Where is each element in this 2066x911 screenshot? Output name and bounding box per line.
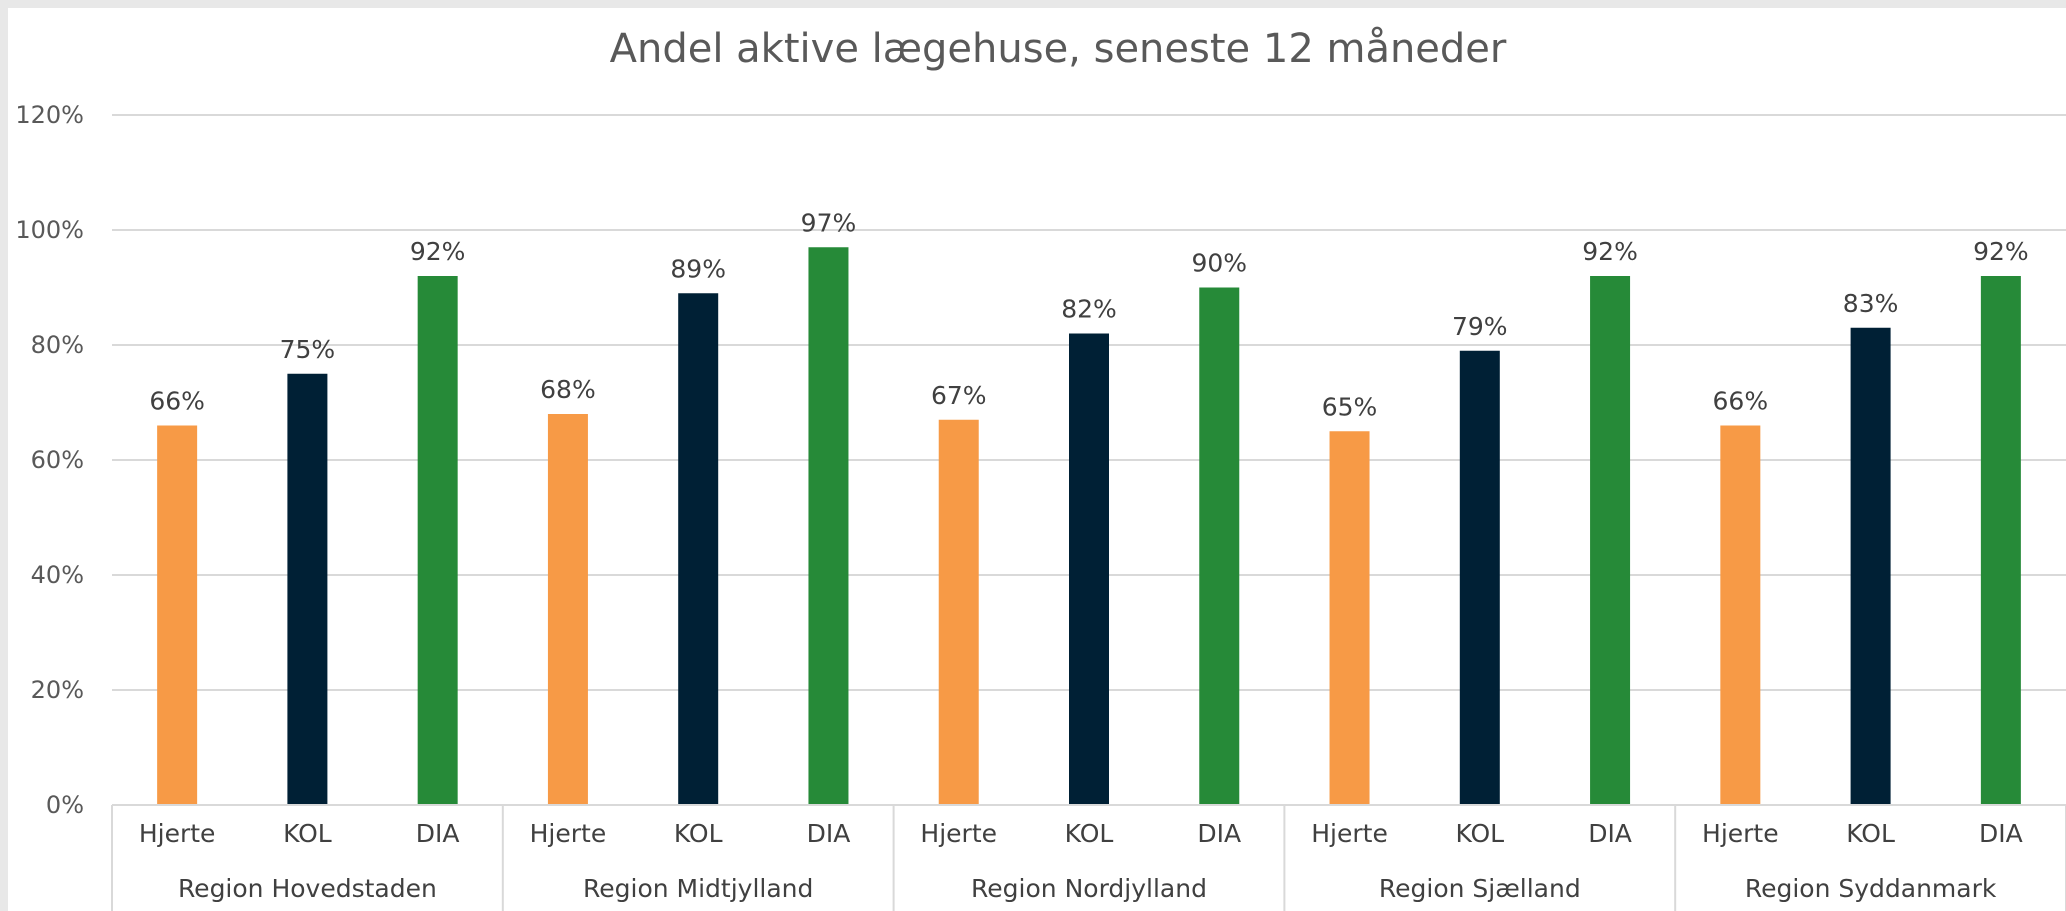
category-label: DIA (807, 819, 851, 848)
group-label: Region Midtjylland (583, 874, 813, 903)
group-label: Region Hovedstaden (178, 874, 437, 903)
bar-kol (1459, 350, 1500, 805)
data-label: 89% (670, 254, 726, 283)
bars (157, 247, 2021, 805)
category-label: KOL (283, 819, 332, 848)
data-label: 92% (1582, 237, 1638, 266)
bar-kol (678, 293, 719, 805)
data-label: 90% (1191, 249, 1247, 278)
bar-dia (808, 247, 849, 805)
group-label: Region Nordjylland (971, 874, 1207, 903)
bar-hjerte (547, 414, 588, 805)
data-label: 67% (931, 381, 987, 410)
chart-title: Andel aktive lægehuse, seneste 12 månede… (610, 26, 1507, 72)
y-tick-label: 0% (46, 791, 84, 819)
group-label: Region Sjælland (1379, 874, 1581, 903)
data-label: 65% (1322, 392, 1378, 421)
bar-dia (1980, 276, 2021, 805)
y-tick-label: 60% (31, 446, 84, 474)
data-label: 92% (1973, 237, 2029, 266)
bar-hjerte (157, 425, 198, 805)
category-label: KOL (1455, 819, 1504, 848)
y-tick-label: 80% (31, 331, 84, 359)
data-label: 82% (1061, 295, 1117, 324)
data-label: 66% (149, 387, 205, 416)
bar-dia (1199, 287, 1240, 805)
data-label: 97% (801, 208, 857, 237)
data-label: 79% (1452, 312, 1508, 341)
x-axis: Hjerte KOL DIA Region Hovedstaden Hjerte KOL D… (111, 804, 2066, 911)
category-label: Hjerte (530, 819, 607, 848)
bar-kol (1850, 327, 1891, 805)
category-label: Hjerte (1311, 819, 1388, 848)
y-tick-label: 120% (15, 101, 84, 129)
group-label: Region Syddanmark (1745, 874, 1997, 903)
category-label: Hjerte (1702, 819, 1779, 848)
bar-dia (417, 276, 458, 805)
y-tick-label: 20% (31, 676, 84, 704)
y-tick-label: 100% (15, 216, 84, 244)
y-tick-label: 40% (31, 561, 84, 589)
data-labels: 66% 75% 92% 68% 89% 97% 67% 82% 90% 65% 79% 92% 66% 8… (149, 208, 2028, 421)
category-label: DIA (1979, 819, 2023, 848)
data-label: 83% (1843, 289, 1899, 318)
bar-hjerte (1720, 425, 1761, 805)
category-label: KOL (674, 819, 723, 848)
data-label: 92% (410, 237, 466, 266)
category-label: DIA (1588, 819, 1632, 848)
data-label: 68% (540, 375, 596, 404)
bar-kol (287, 373, 328, 805)
data-label: 66% (1713, 387, 1769, 416)
category-label: KOL (1065, 819, 1114, 848)
y-axis-ticks: 0% 20% 40% 60% 80% 100% 120% (15, 101, 84, 819)
category-label: DIA (1197, 819, 1241, 848)
bar-kol (1069, 333, 1109, 805)
category-label: KOL (1846, 819, 1895, 848)
bar-dia (1590, 276, 1631, 805)
category-label: DIA (416, 819, 460, 848)
data-label: 75% (280, 335, 336, 364)
bar-hjerte (938, 419, 979, 805)
category-label: Hjerte (139, 819, 216, 848)
category-label: Hjerte (920, 819, 997, 848)
bar-hjerte (1329, 431, 1370, 805)
